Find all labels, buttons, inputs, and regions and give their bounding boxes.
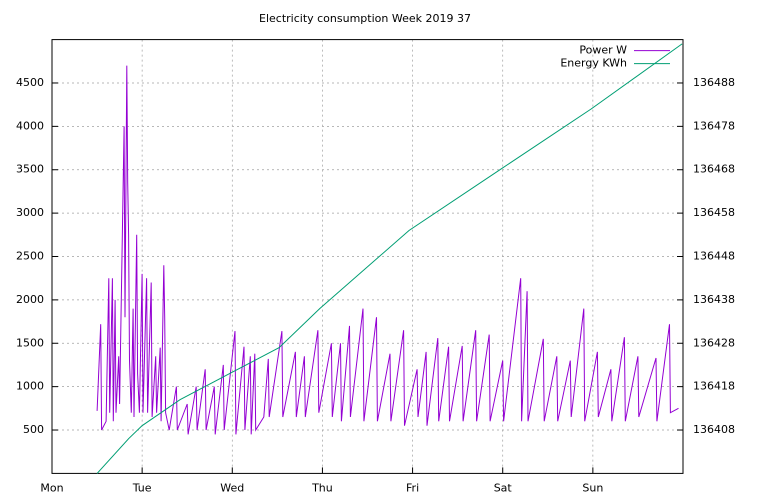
y-tick-label: 500 (23, 423, 44, 436)
y-tick-label: 3000 (16, 206, 44, 219)
y2-tick-label: 136428 (693, 336, 735, 349)
y2-tick-label: 136478 (693, 119, 735, 132)
y2-tick-label: 136458 (693, 206, 735, 219)
x-tick-label: Tue (132, 481, 152, 494)
y2-tick-label: 136448 (693, 250, 735, 263)
x-tick-label: Fri (406, 481, 419, 494)
y-tick-label: 2000 (16, 293, 44, 306)
x-tick-label: Sun (582, 481, 603, 494)
chart-title: Electricity consumption Week 2019 37 (259, 12, 471, 25)
y2-tick-label: 136438 (693, 293, 735, 306)
y-tick-label: 2500 (16, 250, 44, 263)
y2-tick-label: 136408 (693, 423, 735, 436)
legend-label: Power W (579, 44, 627, 57)
y2-tick-label: 136468 (693, 163, 735, 176)
series-line (96, 43, 683, 474)
x-tick-label: Thu (311, 481, 333, 494)
y-tick-label: 4000 (16, 119, 44, 132)
y-tick-label: 1500 (16, 336, 44, 349)
y2-tick-label: 136488 (693, 76, 735, 89)
x-tick-label: Wed (220, 481, 244, 494)
y-tick-label: 1000 (16, 380, 44, 393)
legend-label: Energy KWh (560, 57, 627, 70)
y-tick-label: 4500 (16, 76, 44, 89)
x-tick-label: Sat (494, 481, 513, 494)
y2-tick-label: 136418 (693, 380, 735, 393)
series-line (96, 65, 679, 435)
y-tick-label: 3500 (16, 163, 44, 176)
plot-frame (51, 39, 684, 474)
x-tick-label: Mon (40, 481, 63, 494)
